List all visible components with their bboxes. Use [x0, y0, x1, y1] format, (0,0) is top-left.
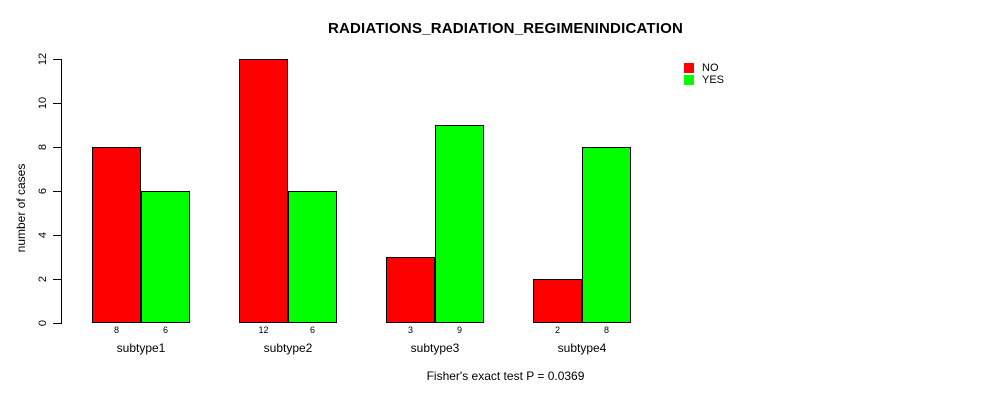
x-category-label-subtype2: subtype2 [263, 341, 313, 355]
y-tick-mark [53, 235, 61, 236]
legend-item-no: NO [684, 62, 724, 74]
legend-swatch-yes [684, 75, 694, 85]
y-tick-label: 4 [37, 231, 49, 239]
bar-value-label: 9 [456, 325, 462, 335]
legend: NO YES [684, 62, 724, 86]
bar-no-subtype4 [533, 279, 582, 323]
chart-title: RADIATIONS_RADIATION_REGIMENINDICATION [327, 20, 684, 37]
bar-no-subtype2 [239, 59, 288, 323]
bar-value-label: 6 [309, 325, 315, 335]
bar-value-label: 8 [113, 325, 119, 335]
bar-no-subtype1 [92, 147, 141, 323]
bar-value-label: 12 [258, 325, 269, 335]
y-tick-label: 8 [37, 143, 49, 151]
y-tick-mark [53, 59, 61, 60]
bar-no-subtype3 [386, 257, 435, 323]
legend-label-no: NO [702, 62, 719, 74]
y-axis-line [61, 59, 62, 324]
x-category-label-subtype1: subtype1 [116, 341, 166, 355]
x-category-label-subtype3: subtype3 [410, 341, 460, 355]
y-tick-label: 0 [37, 319, 49, 327]
y-tick-mark [53, 279, 61, 280]
legend-swatch-no [684, 63, 694, 73]
y-tick-label: 12 [37, 52, 49, 66]
bar-yes-subtype1 [141, 191, 190, 323]
bar-yes-subtype4 [582, 147, 631, 323]
y-tick-mark [53, 147, 61, 148]
x-category-label-subtype4: subtype4 [557, 341, 607, 355]
bar-value-label: 2 [554, 325, 560, 335]
bar-value-label: 6 [162, 325, 168, 335]
y-tick-mark [53, 103, 61, 104]
bar-value-label: 3 [407, 325, 413, 335]
y-axis-label: number of cases [14, 163, 28, 253]
bar-yes-subtype3 [435, 125, 484, 323]
bar-yes-subtype2 [288, 191, 337, 323]
y-tick-label: 6 [37, 187, 49, 195]
y-tick-label: 10 [37, 96, 49, 110]
footer-annotation: Fisher's exact test P = 0.0369 [426, 369, 585, 383]
legend-label-yes: YES [702, 74, 725, 86]
bar-value-label: 8 [603, 325, 609, 335]
legend-item-yes: YES [684, 74, 724, 86]
y-tick-mark [53, 191, 61, 192]
y-tick-label: 2 [37, 275, 49, 283]
y-tick-mark [53, 323, 61, 324]
